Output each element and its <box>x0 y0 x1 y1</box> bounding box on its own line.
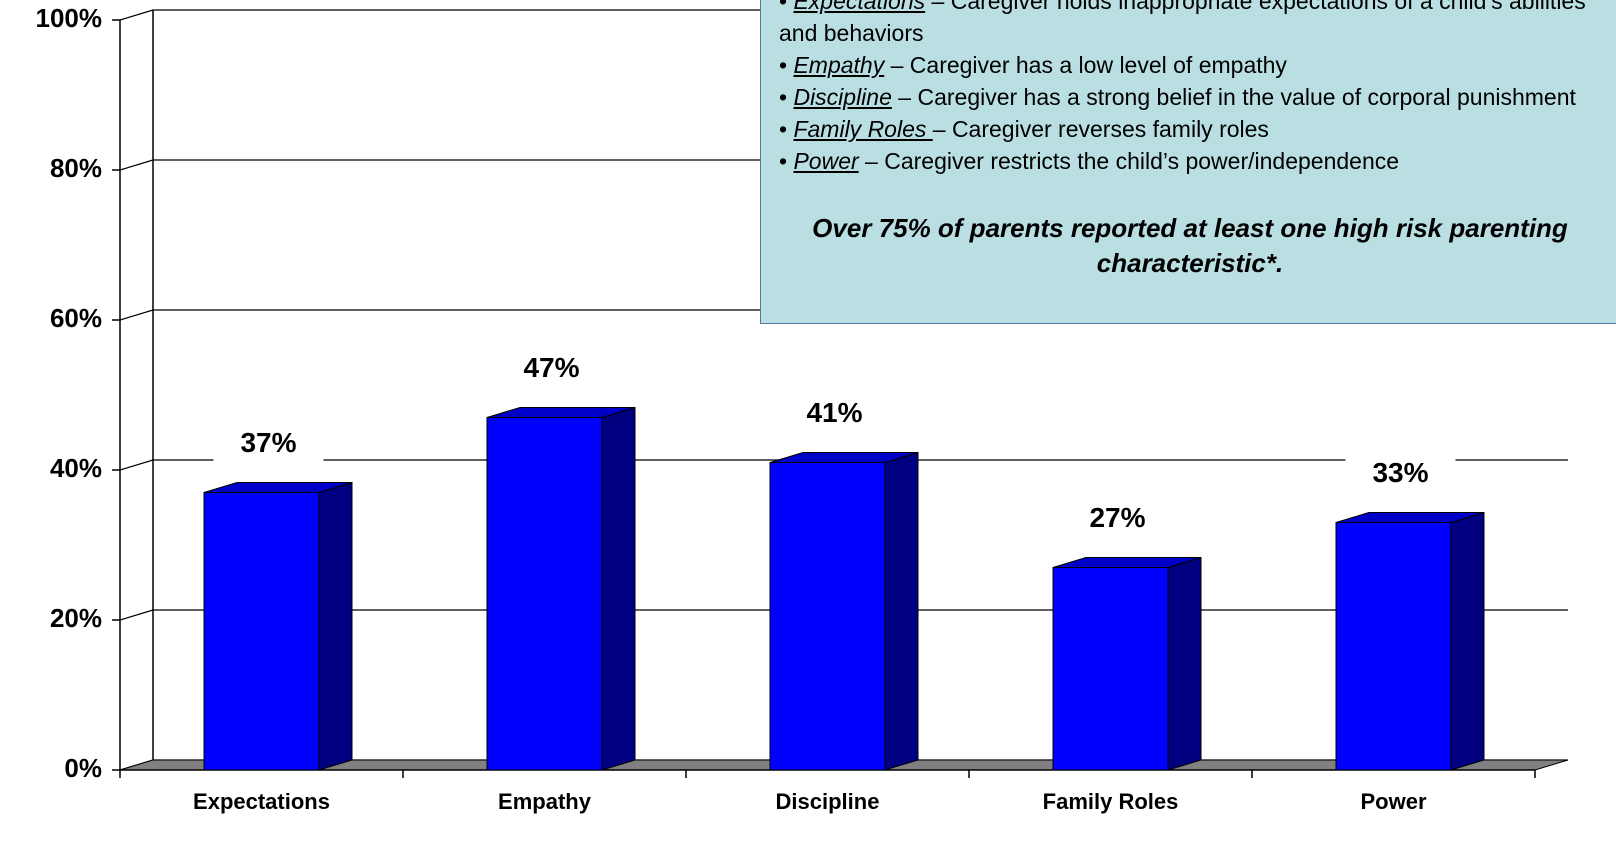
bullet-term: Family Roles <box>793 116 933 142</box>
y-tick-label: 0% <box>64 753 102 783</box>
value-label: 37% <box>240 427 296 458</box>
note: Over 75% of parents reported at least on… <box>812 213 1568 278</box>
grid-line <box>119 459 1568 471</box>
bar <box>769 462 886 771</box>
bar <box>486 417 603 771</box>
y-tick-label: 80% <box>50 153 102 183</box>
bullet-text: – Caregiver reverses family roles <box>932 116 1269 142</box>
y-tick-label: 40% <box>50 453 102 483</box>
y-tick-label: 100% <box>36 3 103 33</box>
value-label: 33% <box>1372 457 1428 488</box>
bullet-list: • Expectations – Caregiver holds inappro… <box>779 0 1616 177</box>
bullet-term: Expectations <box>793 0 926 14</box>
bullet-text: – Caregiver holds inappropriate expectat… <box>779 0 1586 46</box>
bullet: • Discipline – Caregiver has a strong be… <box>779 84 1576 110</box>
x-tick-label: Discipline <box>776 789 880 814</box>
bar <box>203 492 320 771</box>
bullet: • Power – Caregiver restricts the child’… <box>779 148 1400 174</box>
bullet-term: Empathy <box>793 52 885 78</box>
value-label-bg <box>1062 499 1173 540</box>
bullet-text: – Caregiver restricts the child’s power/… <box>858 148 1400 174</box>
bar-side <box>601 406 636 771</box>
bullet: • Family Roles – Caregiver reverses fami… <box>779 116 1269 142</box>
y-tick-label: 20% <box>50 603 102 633</box>
bar-side <box>884 451 919 771</box>
value-label-bg <box>1345 454 1456 495</box>
y-tick-label: 60% <box>50 303 102 333</box>
bullet-text: – Caregiver has a low level of empathy <box>884 52 1287 78</box>
x-tick-label: Power <box>1360 789 1426 814</box>
bullet-term: Discipline <box>793 84 892 110</box>
value-label: 27% <box>1089 502 1145 533</box>
value-label: 41% <box>806 397 862 428</box>
value-label-bg <box>496 349 607 390</box>
bullet: • Empathy – Caregiver has a low level of… <box>779 52 1287 78</box>
bullet: • Expectations – Caregiver holds inappro… <box>779 0 1616 49</box>
bullet-text: – Caregiver has a strong belief in the v… <box>891 84 1576 110</box>
bar-side <box>318 481 353 771</box>
x-tick-label: Family Roles <box>1043 789 1179 814</box>
value-label-bg <box>779 394 890 435</box>
annotation-box: • Expectations – Caregiver holds inappro… <box>760 0 1616 324</box>
value-label-bg <box>213 424 324 465</box>
bullet-term: Power <box>793 148 859 174</box>
x-tick-label: Expectations <box>193 789 330 814</box>
x-tick-label: Empathy <box>498 789 592 814</box>
bar-side <box>1450 511 1485 771</box>
bar-side <box>1167 556 1202 771</box>
value-label: 47% <box>523 352 579 383</box>
bar <box>1335 522 1452 771</box>
bar <box>1052 567 1169 771</box>
